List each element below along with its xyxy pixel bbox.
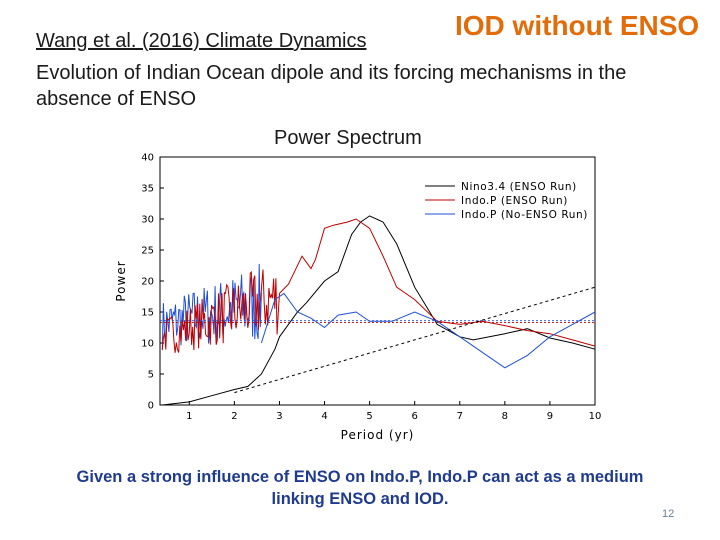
- x-tick-label: 3: [276, 411, 282, 422]
- x-tick-label: 9: [547, 411, 553, 422]
- x-axis-label: Period (yr): [341, 428, 415, 442]
- x-tick-label: 4: [321, 411, 327, 422]
- legend-label: Indo.P (ENSO Run): [461, 195, 568, 207]
- y-tick-label: 40: [141, 153, 154, 164]
- x-tick-label: 2: [231, 411, 237, 422]
- x-tick-label: 1: [186, 411, 192, 422]
- x-tick-label: 6: [412, 411, 418, 422]
- x-tick-label: 5: [366, 411, 372, 422]
- subtitle: Evolution of Indian Ocean dipole and its…: [36, 62, 627, 110]
- series-indop-enso: [279, 218, 596, 347]
- y-tick-label: 5: [148, 370, 154, 381]
- y-tick-label: 10: [141, 339, 154, 350]
- chart-title: Power Spectrum: [274, 127, 422, 149]
- series-indop-enso-noise: [161, 269, 280, 353]
- x-tick-label: 7: [457, 411, 463, 422]
- x-tick-label: 8: [502, 411, 508, 422]
- x-tick-label: 10: [589, 411, 602, 422]
- series-indop-noenso: [260, 292, 596, 369]
- series-nino34-enso: [162, 215, 596, 406]
- headline: IOD without ENSO: [455, 10, 700, 41]
- legend-label: Indo.P (No-ENSO Run): [461, 209, 588, 221]
- legend-label: Nino3.4 (ENSO Run): [461, 181, 577, 193]
- significance-line: [234, 286, 596, 394]
- page-number: 12: [662, 508, 675, 520]
- citation: Wang et al. (2016) Climate Dynamics: [36, 30, 367, 52]
- y-tick-label: 20: [141, 277, 154, 288]
- caption: Given a strong influence of ENSO on Indo…: [76, 468, 644, 508]
- y-tick-label: 0: [148, 401, 154, 412]
- y-tick-label: 15: [141, 308, 154, 319]
- y-axis-label: Power: [114, 260, 128, 301]
- y-tick-label: 35: [141, 184, 154, 195]
- series-indop-noensu-noise: [161, 263, 262, 350]
- y-tick-label: 25: [141, 246, 154, 257]
- y-tick-label: 30: [141, 215, 154, 226]
